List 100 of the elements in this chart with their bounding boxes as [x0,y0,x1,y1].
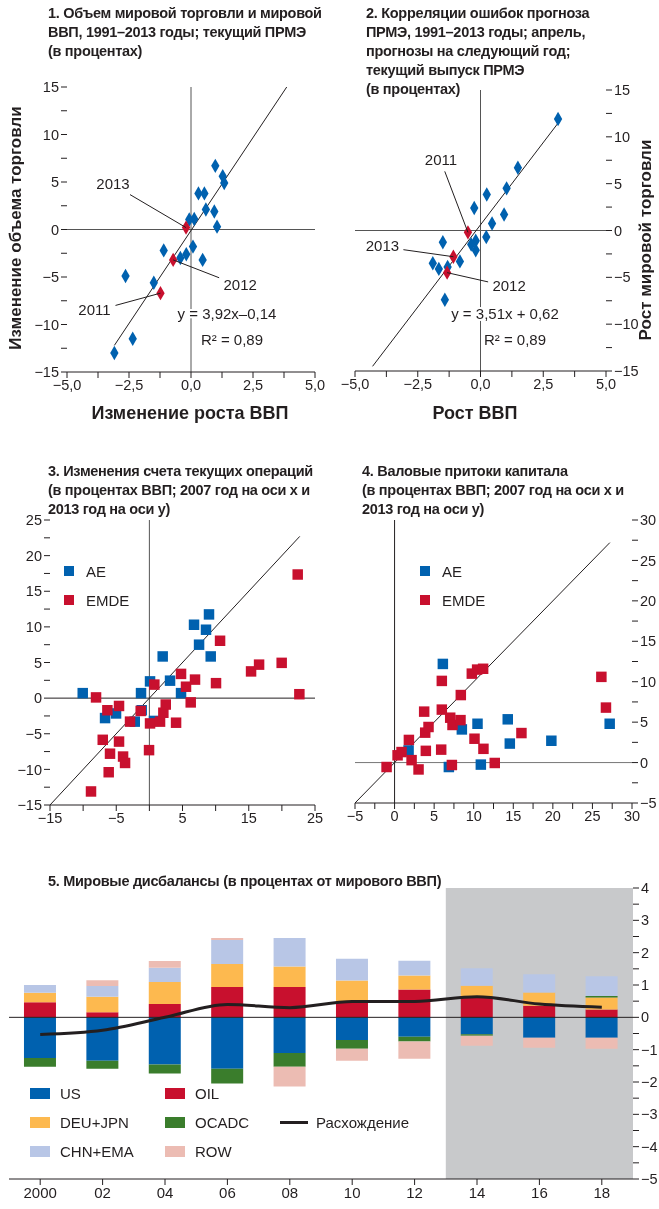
x-axis-title: Рост ВВП [432,402,518,424]
y-tick-label: 1 [641,977,650,994]
x-tick-label: 2000 [23,1183,57,1201]
y-tick-label: 30 [640,512,657,529]
x-tick-label: 5,0 [304,377,326,394]
x-tick-label: 06 [219,1183,236,1201]
y-tick-label: 5 [640,714,649,731]
annotation: 2013 [96,174,130,192]
legend-label: OCADC [195,1113,250,1131]
x-tick-label: 10 [343,1183,361,1201]
y-tick-label: 0 [614,222,623,239]
y-tick-label: 20 [25,547,42,564]
x-tick-label: 14 [468,1183,486,1201]
x-tick-label: −5 [107,810,125,827]
legend-label: DEU+JPN [60,1113,129,1131]
x-tick-label: 18 [593,1183,611,1201]
x-tick-label: 20 [544,808,561,825]
y-tick-label: −15 [614,363,639,380]
y-tick-label: 20 [640,593,657,609]
y-tick-label: −15 [17,797,42,814]
x-tick-label: 0,0 [470,376,491,393]
y-tick-label: 5 [50,174,59,191]
x-tick-label: 2,5 [533,376,554,393]
y-tick-label: −10 [614,316,639,333]
legend-label: OIL [195,1084,220,1102]
y-tick-label: 5 [614,175,623,192]
y-tick-label: −4 [641,1138,658,1155]
x-tick-label: 5,0 [595,376,617,393]
x-tick-label: 25 [584,808,601,825]
y-axis-title: Изменение объема торговли [6,106,26,350]
y-tick-label: 0 [33,690,42,707]
chart-title: 4. Валовые притоки капитала [362,462,569,481]
x-tick-label: 02 [94,1183,111,1201]
chart-subtitle: (в процентах) [48,42,144,61]
y-tick-label: −10 [17,761,42,778]
chart-subtitle: (в процентах ВВП; 2007 год на оси x и 2013 год на оси y) [362,481,624,519]
x-tick-label: −5,0 [340,376,370,393]
legend-label: ROW [195,1142,232,1160]
y-tick-label: −5 [614,269,631,286]
chart-subtitle: (в процентах) [366,81,461,97]
y-tick-label: 10 [614,128,631,145]
x-tick-label: 5 [178,810,187,827]
annotation: R² = 0,89 [200,330,264,348]
y-tick-label: −1 [641,1041,658,1058]
y-tick-label: −5 [641,1171,658,1188]
chart-title: 5. Мировые дисбалансы (в процентах от мирового ВВП) [48,872,443,891]
y-tick-label: 0 [641,1009,650,1026]
y-tick-label: 15 [640,633,657,650]
x-tick-label: 15 [240,810,257,827]
annotation: R² = 0,89 [483,330,547,348]
annotation: 2011 [78,301,111,319]
y-tick-label: 3 [641,912,650,929]
y-tick-label: 2 [641,944,650,961]
legend-label: Расхождение [316,1113,409,1131]
y-tick-label: 10 [640,673,657,690]
y-tick-label: 15 [614,82,631,99]
chart-subtitle: (в процентах ВВП; 2007 год на оси x и 2013 год на оси y) [48,481,311,519]
legend-label: EMDE [442,591,486,609]
y-tick-label: −2 [641,1074,658,1091]
legend-label: AE [86,562,107,580]
y-tick-label: 25 [25,512,42,529]
y-tick-label: 0 [50,221,59,238]
x-tick-label: 0,0 [180,377,202,394]
chart-title: 3. Изменения счета текущих операций [48,462,314,481]
y-tick-label: 4 [641,880,650,897]
annotation: y = 3,92x–0,14 [177,304,277,322]
x-tick-label: 10 [465,808,482,825]
x-tick-label: 2,5 [242,377,264,394]
annotation: 2011 [424,151,458,169]
x-tick-label: 16 [531,1183,548,1201]
legend-label: US [60,1084,81,1102]
y-tick-label: 0 [640,754,649,771]
y-tick-label: 10 [25,619,42,636]
legend-label: AE [442,562,463,580]
x-tick-label: −2,5 [403,376,433,393]
x-axis-title: Изменение роста ВВП [91,402,289,424]
y-tick-label: −5 [42,269,59,286]
x-tick-label: 0 [390,808,399,825]
x-tick-label: −5 [346,808,364,825]
y-tick-label: 10 [42,126,59,143]
y-tick-label: −10 [34,316,59,333]
x-tick-label: 15 [505,808,522,825]
y-tick-label: −5 [25,725,42,742]
x-tick-label: −2,5 [114,377,144,394]
x-tick-label: 08 [281,1183,299,1201]
chart-title: 1. Объем мировой торговли и мировой ВВП, 1991–2013 годы; текущий ПРМЭ [48,4,323,42]
legend-label: EMDE [86,591,130,609]
y-tick-label: 15 [42,79,59,96]
y-tick-label: 25 [640,552,657,569]
legend-label: CHN+EMA [60,1142,134,1160]
x-tick-label: 5 [430,808,439,825]
y-tick-label: −5 [640,795,657,812]
y-tick-label: 15 [25,583,42,600]
chart-title: 2. Корреляции ошибок прогноза ПРМЭ, 1991–2013 годы; апрель, прогнозы на следующий год; текущий выпуск ПРМЭ [366,4,591,80]
x-tick-label: 04 [156,1183,174,1201]
annotation: 2012 [492,276,526,294]
x-tick-label: 25 [306,810,324,827]
annotation: 2012 [223,275,257,293]
y-tick-label: −3 [641,1106,658,1123]
x-tick-label: 12 [406,1183,423,1201]
